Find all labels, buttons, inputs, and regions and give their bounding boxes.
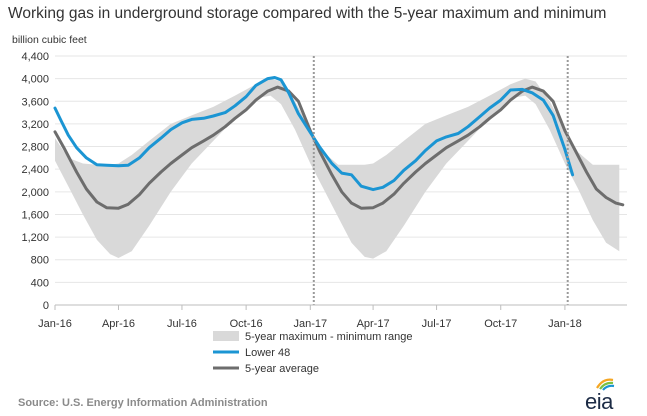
five-year-average-line — [53, 85, 625, 210]
x-tick-label: Apr-17 — [357, 318, 390, 330]
axis-layer: 0 400 800 1,200 1,600 2,000 2,400 2,800 3,200 3,6… — [21, 51, 627, 330]
year-divider-layer — [312, 56, 569, 305]
y-tick-label: 2,000 — [21, 187, 49, 199]
y-tick-label: 3,600 — [21, 96, 49, 108]
x-tick-label: Oct-16 — [230, 318, 263, 330]
y-tick-label: 3,200 — [21, 119, 49, 131]
chart-title: Working gas in underground storage compa… — [8, 5, 607, 22]
y-tick-label: 0 — [43, 300, 49, 312]
eia-logo-icon — [596, 378, 615, 391]
y-tick-label: 4,400 — [21, 51, 49, 63]
y-tick-label: 400 — [31, 277, 49, 289]
x-tick-label: Jul-17 — [422, 318, 452, 330]
legend: 5-year maximum - minimum range Lower 48 5-… — [213, 331, 412, 375]
series-line-layer — [53, 76, 625, 210]
y-tick-label: 2,800 — [21, 142, 49, 154]
legend-label: 5-year average — [245, 363, 319, 375]
grid-layer — [55, 55, 627, 283]
x-tick-label: Jan-18 — [548, 318, 582, 330]
legend-label: Lower 48 — [245, 347, 290, 359]
x-tick-label: Jul-16 — [167, 318, 197, 330]
y-tick-label: 1,200 — [21, 232, 49, 244]
x-tick-label: Jan-17 — [293, 318, 327, 330]
y-tick-label: 2,400 — [21, 164, 49, 176]
x-tick-label: Jan-16 — [38, 318, 72, 330]
x-tick-label: Apr-16 — [102, 318, 135, 330]
y-tick-label: 800 — [31, 255, 49, 267]
eia-logo-text: eia — [585, 389, 613, 414]
legend-swatch-range — [213, 331, 239, 341]
x-tick-label: Oct-17 — [484, 318, 517, 330]
legend-label: 5-year maximum - minimum range — [245, 331, 412, 343]
source-label: Source: U.S. Energy Information Administ… — [18, 397, 268, 409]
y-tick-label: 1,600 — [21, 209, 49, 221]
y-tick-label: 4,000 — [21, 74, 49, 86]
y-axis-unit-label: billion cubic feet — [12, 34, 87, 46]
lower-48-line — [53, 76, 575, 192]
